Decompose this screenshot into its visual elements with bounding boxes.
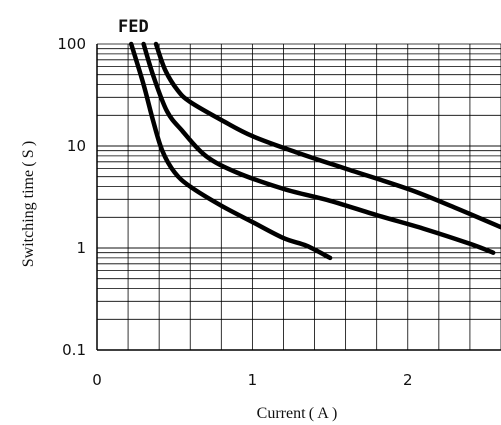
x-tick-labels: 0 1 2 <box>92 371 412 389</box>
y-tick-label: 100 <box>57 35 86 53</box>
y-tick-label: 1 <box>76 239 86 257</box>
chart-title: FED <box>118 17 149 37</box>
x-tick-label: 1 <box>248 371 258 389</box>
y-axis-title: Switching time ( S ) <box>20 141 37 268</box>
series-line-1 <box>128 41 333 261</box>
y-tick-label: 0.1 <box>62 341 86 359</box>
x-axis-title: Current ( A ) <box>257 405 338 422</box>
x-tick-label: 0 <box>92 371 102 389</box>
axes <box>96 44 501 351</box>
y-tick-labels: 0.1 1 10 100 <box>57 35 86 359</box>
series-lines <box>128 41 501 261</box>
series-line-2 <box>141 41 496 255</box>
y-tick-label: 10 <box>67 137 86 155</box>
series-line-3 <box>153 41 501 230</box>
x-tick-label: 2 <box>403 371 413 389</box>
